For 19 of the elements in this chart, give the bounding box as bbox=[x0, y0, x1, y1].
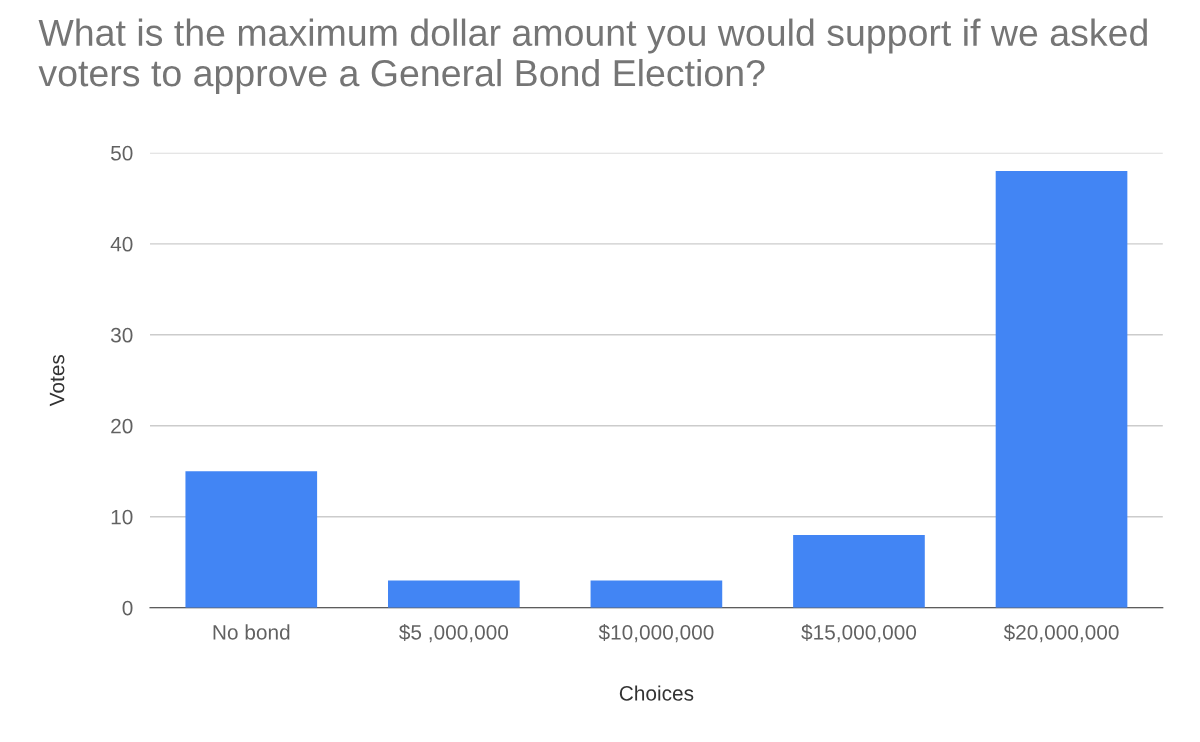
x-tick-label: $10,000,000 bbox=[598, 624, 714, 643]
chart-title: What is the maximum dollar amount you would support if we asked voters to approve a General Bond Election? bbox=[38, 18, 1147, 94]
y-tick-label: 30 bbox=[110, 327, 133, 343]
x-tick-label: $5 ,000,000 bbox=[399, 624, 509, 643]
y-tick-label: 50 bbox=[111, 145, 133, 161]
bar bbox=[388, 580, 520, 608]
y-tick-label: 20 bbox=[111, 418, 133, 434]
bar bbox=[590, 580, 723, 608]
x-axis-title: Choices bbox=[619, 685, 694, 701]
bar bbox=[995, 171, 1128, 608]
x-tick-label: $20,000,000 bbox=[1003, 624, 1119, 643]
y-axis-title: Votes bbox=[49, 354, 65, 407]
y-tick-label: 0 bbox=[122, 600, 133, 616]
x-tick-label: $15,000,000 bbox=[801, 624, 917, 643]
y-tick-label: 10 bbox=[111, 509, 133, 525]
bar bbox=[793, 534, 925, 608]
x-tick-label: No bond bbox=[213, 624, 290, 640]
y-tick-label: 40 bbox=[110, 236, 133, 252]
bar bbox=[185, 471, 318, 608]
